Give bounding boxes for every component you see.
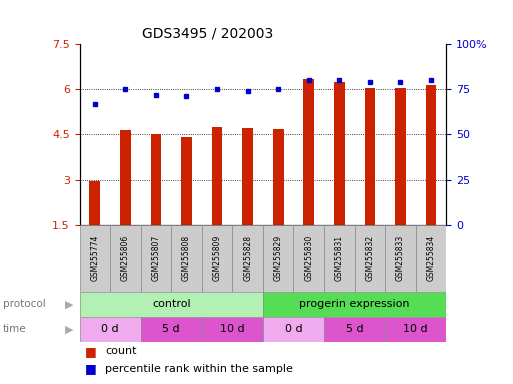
Text: ▶: ▶ <box>65 299 73 310</box>
Text: GSM255833: GSM255833 <box>396 235 405 281</box>
Bar <box>141 225 171 292</box>
Text: GSM255806: GSM255806 <box>121 235 130 281</box>
Bar <box>365 88 375 225</box>
Text: 5 d: 5 d <box>163 324 180 334</box>
Bar <box>324 317 385 342</box>
Text: 5 d: 5 d <box>346 324 363 334</box>
Bar <box>385 225 416 292</box>
Bar <box>202 317 263 342</box>
Text: control: control <box>152 299 190 310</box>
Text: GSM255807: GSM255807 <box>151 235 161 281</box>
Bar <box>120 130 131 225</box>
Bar <box>354 225 385 292</box>
Bar <box>80 317 141 342</box>
Bar <box>110 225 141 292</box>
Bar <box>181 137 192 225</box>
Text: progerin expression: progerin expression <box>300 299 410 310</box>
Text: GSM255809: GSM255809 <box>212 235 222 281</box>
Text: protocol: protocol <box>3 299 45 310</box>
Bar <box>141 317 202 342</box>
Bar <box>212 127 223 225</box>
Bar <box>395 88 406 225</box>
Bar <box>89 181 100 225</box>
Bar <box>263 317 324 342</box>
Text: ■: ■ <box>85 345 96 358</box>
Text: percentile rank within the sample: percentile rank within the sample <box>105 364 293 374</box>
Bar <box>293 225 324 292</box>
Text: GSM255834: GSM255834 <box>426 235 436 281</box>
Bar <box>324 225 354 292</box>
Text: count: count <box>105 346 136 356</box>
Bar <box>151 134 161 225</box>
Text: time: time <box>3 324 26 334</box>
Bar <box>416 225 446 292</box>
Text: GSM255830: GSM255830 <box>304 235 313 281</box>
Text: 0 d: 0 d <box>285 324 302 334</box>
Text: 10 d: 10 d <box>403 324 428 334</box>
Bar <box>334 82 345 225</box>
Bar <box>80 225 110 292</box>
Bar <box>426 85 437 225</box>
Bar <box>385 317 446 342</box>
Text: 10 d: 10 d <box>220 324 245 334</box>
Text: GSM255832: GSM255832 <box>365 235 374 281</box>
Bar <box>303 79 314 225</box>
Bar <box>263 292 446 317</box>
Text: ■: ■ <box>85 362 96 375</box>
Text: 0 d: 0 d <box>101 324 119 334</box>
Bar <box>232 225 263 292</box>
Bar <box>171 225 202 292</box>
Text: GDS3495 / 202003: GDS3495 / 202003 <box>142 26 273 40</box>
Text: GSM255831: GSM255831 <box>335 235 344 281</box>
Text: GSM255829: GSM255829 <box>274 235 283 281</box>
Bar <box>263 225 293 292</box>
Text: ▶: ▶ <box>65 324 73 334</box>
Bar <box>80 292 263 317</box>
Text: GSM255828: GSM255828 <box>243 235 252 281</box>
Text: GSM255774: GSM255774 <box>90 235 100 281</box>
Text: GSM255808: GSM255808 <box>182 235 191 281</box>
Bar <box>202 225 232 292</box>
Bar <box>273 129 284 225</box>
Bar <box>242 128 253 225</box>
